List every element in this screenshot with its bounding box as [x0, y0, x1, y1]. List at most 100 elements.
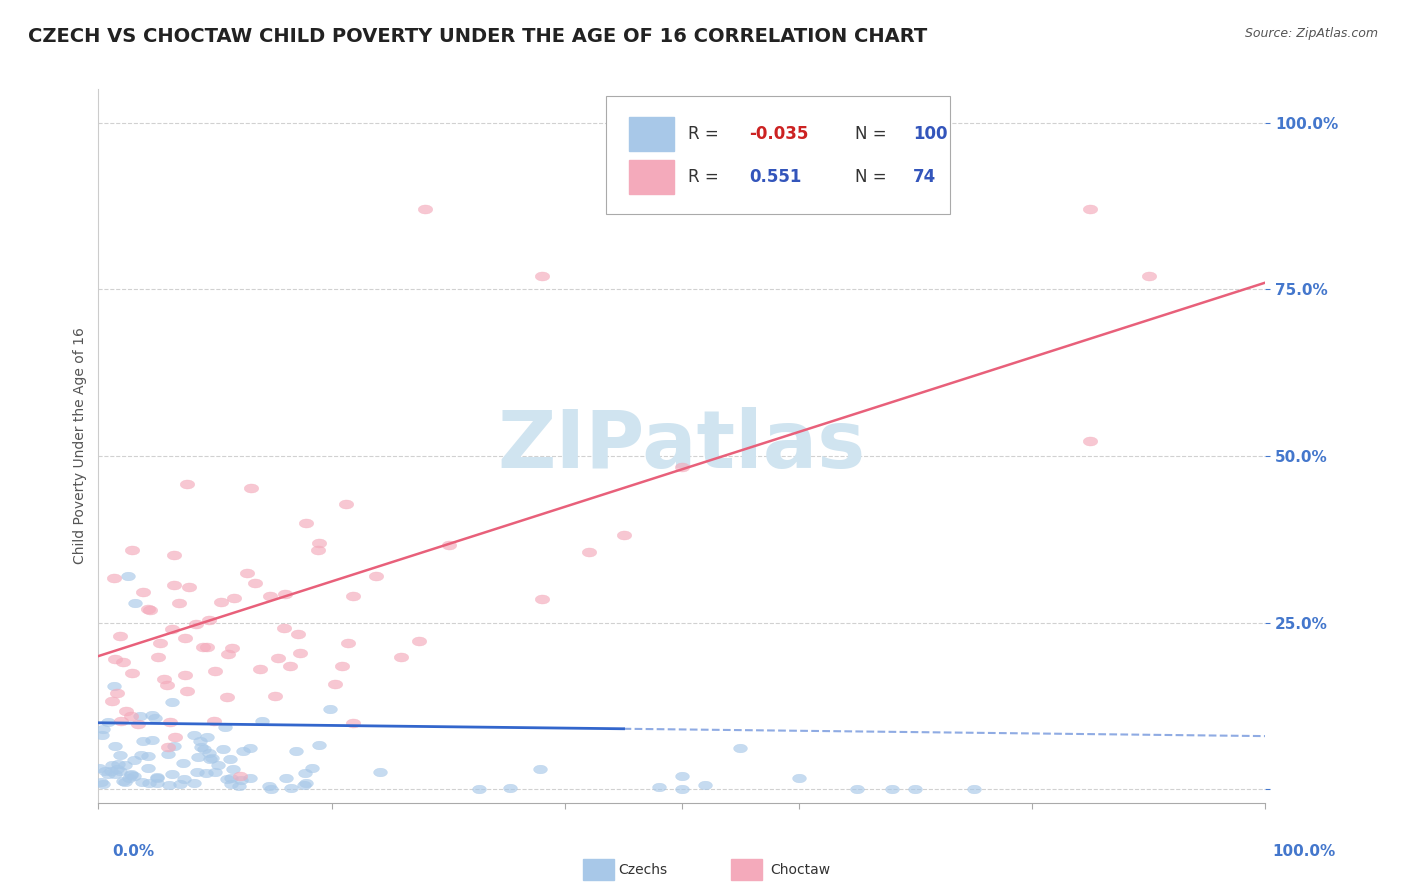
- Point: [207, 758, 229, 772]
- Point: [160, 622, 183, 636]
- Point: [132, 733, 155, 747]
- Point: [108, 747, 131, 762]
- Point: [89, 761, 111, 775]
- Point: [169, 596, 191, 610]
- Point: [107, 757, 129, 772]
- Point: [221, 777, 243, 791]
- Point: [285, 744, 308, 758]
- Text: Czechs: Czechs: [619, 863, 668, 877]
- Point: [215, 772, 238, 786]
- Point: [198, 613, 221, 627]
- Point: [236, 566, 259, 581]
- Point: [204, 664, 226, 678]
- Point: [94, 764, 117, 779]
- Point: [132, 585, 155, 599]
- Text: R =: R =: [688, 168, 728, 186]
- Point: [108, 629, 131, 643]
- Point: [197, 747, 219, 761]
- Point: [263, 689, 285, 703]
- Point: [136, 761, 159, 775]
- Point: [197, 731, 219, 745]
- Point: [249, 662, 271, 676]
- Point: [120, 767, 142, 781]
- Point: [122, 753, 145, 767]
- Point: [389, 649, 412, 664]
- Point: [122, 769, 145, 783]
- Point: [190, 739, 212, 754]
- Point: [904, 782, 927, 797]
- Point: [121, 666, 143, 681]
- Bar: [630, 160, 673, 194]
- Point: [159, 715, 181, 730]
- Point: [468, 782, 491, 797]
- Point: [613, 528, 636, 542]
- Text: Source: ZipAtlas.com: Source: ZipAtlas.com: [1244, 27, 1378, 40]
- Point: [209, 595, 232, 609]
- Point: [108, 764, 131, 779]
- Point: [188, 734, 211, 748]
- Text: 74: 74: [912, 168, 936, 186]
- Point: [121, 542, 143, 557]
- Point: [212, 742, 235, 756]
- Point: [105, 686, 128, 700]
- Point: [186, 765, 208, 780]
- Point: [112, 773, 135, 788]
- Text: 100.0%: 100.0%: [1272, 845, 1336, 859]
- Point: [91, 728, 114, 742]
- Point: [499, 781, 522, 796]
- Point: [141, 733, 163, 747]
- Point: [198, 752, 221, 766]
- Point: [530, 268, 553, 283]
- Point: [110, 714, 132, 728]
- Text: -0.035: -0.035: [749, 125, 808, 143]
- Point: [117, 569, 139, 583]
- Point: [787, 772, 810, 786]
- Point: [157, 778, 180, 792]
- Point: [292, 777, 315, 791]
- Point: [139, 603, 162, 617]
- Point: [239, 772, 262, 786]
- Point: [124, 596, 146, 610]
- Point: [330, 658, 353, 673]
- Bar: [630, 117, 673, 152]
- Point: [143, 711, 166, 725]
- Point: [880, 782, 903, 797]
- Point: [222, 762, 245, 776]
- Point: [201, 751, 224, 765]
- Text: N =: N =: [855, 168, 897, 186]
- Point: [129, 747, 152, 762]
- Point: [217, 690, 239, 704]
- Point: [364, 568, 387, 582]
- Point: [671, 460, 693, 475]
- Point: [408, 633, 430, 648]
- Point: [228, 779, 250, 793]
- Point: [163, 739, 186, 754]
- Point: [308, 536, 330, 550]
- Point: [114, 704, 136, 718]
- Point: [243, 576, 266, 591]
- Point: [160, 695, 183, 709]
- Text: 100: 100: [912, 125, 948, 143]
- Point: [257, 780, 280, 794]
- Point: [288, 646, 311, 660]
- Point: [136, 748, 159, 763]
- Point: [183, 775, 205, 789]
- Point: [259, 589, 281, 603]
- Point: [112, 655, 135, 669]
- Point: [173, 631, 195, 645]
- Point: [138, 776, 160, 790]
- Point: [165, 730, 187, 744]
- Point: [156, 747, 179, 761]
- Point: [219, 771, 242, 785]
- Point: [232, 744, 254, 758]
- Point: [90, 775, 112, 789]
- Point: [335, 497, 357, 511]
- Point: [97, 715, 120, 730]
- Point: [146, 650, 169, 665]
- Point: [229, 769, 252, 783]
- Point: [195, 640, 218, 654]
- Y-axis label: Child Poverty Under the Age of 16: Child Poverty Under the Age of 16: [73, 327, 87, 565]
- Point: [156, 678, 179, 692]
- Text: CZECH VS CHOCTAW CHILD POVERTY UNDER THE AGE OF 16 CORRELATION CHART: CZECH VS CHOCTAW CHILD POVERTY UNDER THE…: [28, 27, 928, 45]
- Text: R =: R =: [688, 125, 724, 143]
